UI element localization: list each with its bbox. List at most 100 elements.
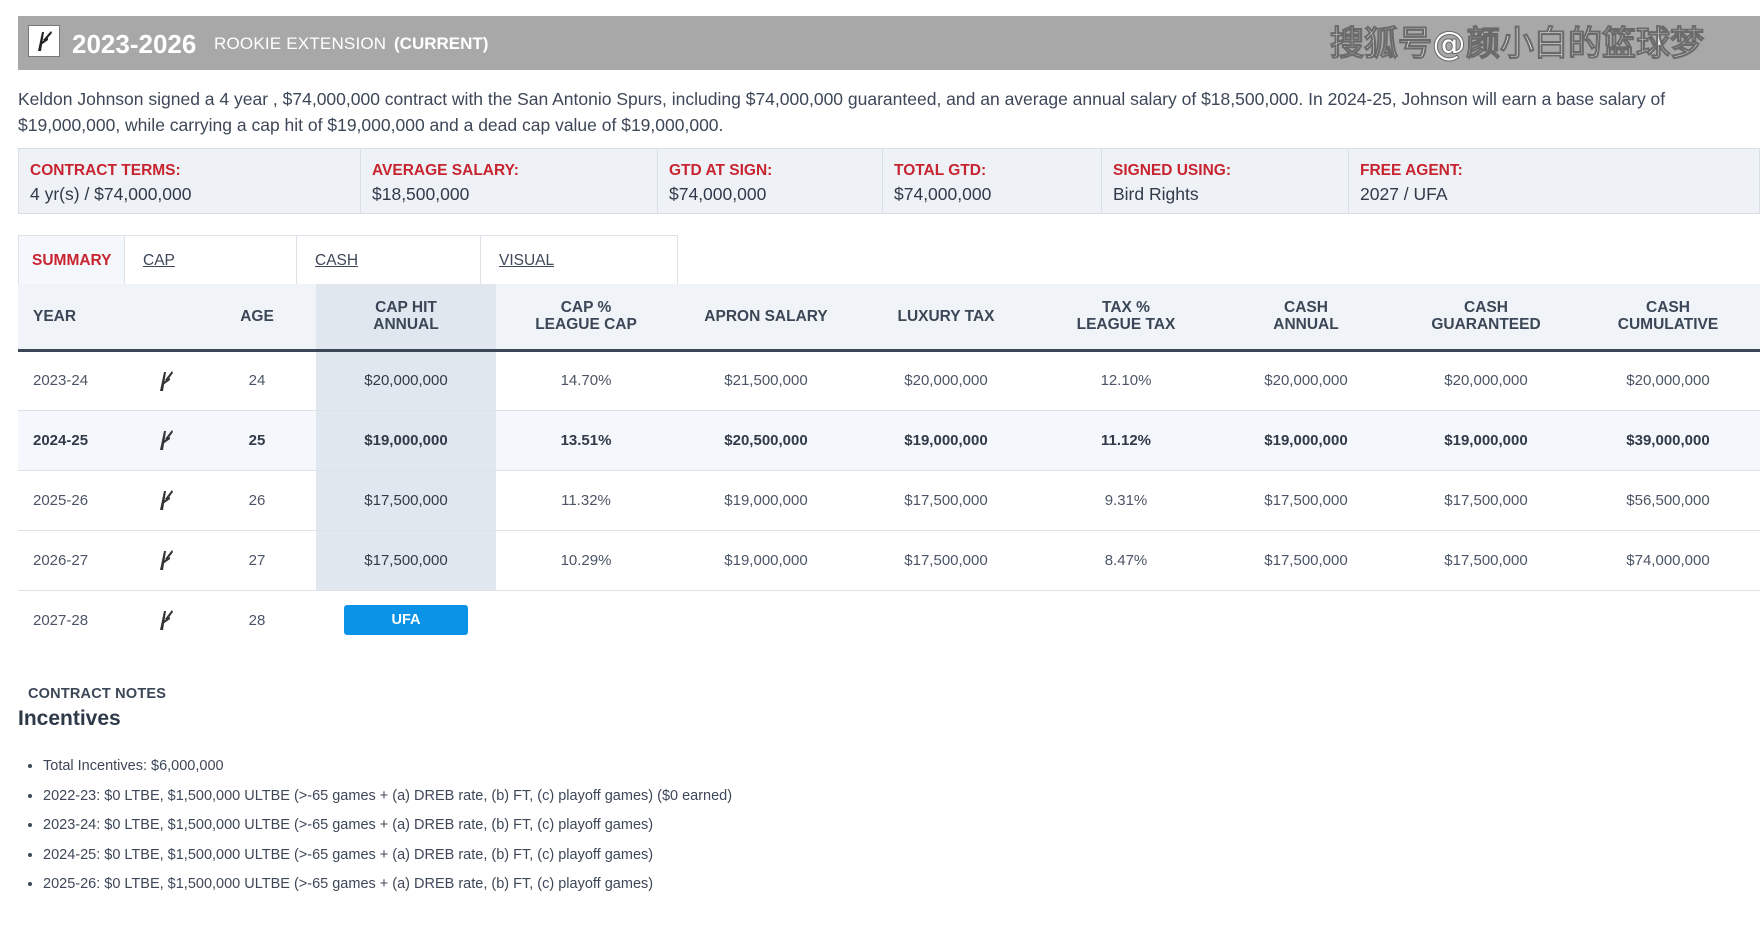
tab-cap-breakdown[interactable]: CAP BREAKDOWN: [125, 236, 297, 318]
cell-cap-hit: $20,000,000: [316, 350, 496, 411]
cell-apron-salary: $19,000,000: [676, 530, 856, 591]
col-cash-annual: CASH ANNUAL: [1216, 284, 1396, 352]
contract-status: (CURRENT): [394, 34, 489, 53]
col-age: AGE: [198, 284, 316, 352]
col-luxury-tax: LUXURY TAX: [856, 284, 1036, 352]
term-value: 2027 / UFA: [1360, 184, 1448, 204]
list-item: 2025-26: $0 LTBE, $1,500,000 ULTBE (>-65…: [43, 874, 732, 904]
table-row: 2023-24 24 $20,000,000 14.70% $21,500,00…: [18, 350, 1760, 411]
cell-cap-pct: 13.51%: [496, 410, 676, 471]
cell-age: 24: [198, 350, 316, 411]
contract-description: Keldon Johnson signed a 4 year , $74,000…: [18, 89, 1666, 135]
term-total-gtd: TOTAL GTD: $74,000,000: [883, 149, 1102, 213]
table-row-current: 2024-25 25 $19,000,000 13.51% $20,500,00…: [18, 410, 1760, 471]
cell-empty: [856, 590, 1036, 650]
term-label: GTD AT SIGN:: [669, 162, 773, 179]
cell-cap-pct: 14.70%: [496, 350, 676, 411]
term-gtd-at-sign: GTD AT SIGN: $74,000,000: [658, 149, 883, 213]
team-logo-icon: [134, 410, 198, 471]
cell-cash-guaranteed: $17,500,000: [1396, 470, 1576, 531]
cell-empty: [1576, 590, 1760, 650]
cell-age: 28: [198, 590, 316, 650]
col-cash-annual-line1: CASH: [1284, 299, 1328, 317]
cell-age: 25: [198, 410, 316, 471]
team-logo-icon: [134, 350, 198, 411]
cell-age: 27: [198, 530, 316, 591]
cell-cash-annual: $17,500,000: [1216, 530, 1396, 591]
col-year: YEAR: [18, 284, 134, 352]
col-tax-pct-line2: LEAGUE TAX: [1076, 316, 1176, 334]
term-signed-using: SIGNED USING: Bird Rights: [1102, 149, 1349, 213]
cell-tax-pct: 8.47%: [1036, 530, 1216, 591]
col-cap-hit-line1: CAP HIT: [375, 299, 437, 317]
cell-cash-guaranteed: $20,000,000: [1396, 350, 1576, 411]
table-row-free-agent: 2027-28 28 UFA: [18, 590, 1760, 650]
spurs-logo-icon: [28, 25, 60, 57]
term-free-agent: FREE AGENT: 2027 / UFA: [1349, 149, 1759, 213]
cell-year: 2027-28: [18, 590, 134, 650]
cell-empty: [496, 590, 676, 650]
cell-cash-cumulative: $74,000,000: [1576, 530, 1760, 591]
watermark: 搜狐号@颜小白的篮球梦: [1330, 24, 1705, 65]
col-cap-hit: CAP HIT ANNUAL: [316, 284, 496, 352]
cell-cap-hit: UFA: [316, 590, 496, 650]
table-row: 2026-27 27 $17,500,000 10.29% $19,000,00…: [18, 530, 1760, 591]
col-cap-pct-line2: LEAGUE CAP: [535, 316, 637, 334]
col-cap-pct: CAP % LEAGUE CAP: [496, 284, 676, 352]
col-tax-pct: TAX % LEAGUE TAX: [1036, 284, 1216, 352]
cell-cash-cumulative: $56,500,000: [1576, 470, 1760, 531]
cell-year: 2026-27: [18, 530, 134, 591]
col-tax-pct-line1: TAX %: [1102, 299, 1150, 317]
contract-summary-table: YEAR AGE CAP HIT ANNUAL CAP % LEAGUE CAP A…: [18, 284, 1760, 650]
col-cap-pct-line1: CAP %: [560, 299, 612, 317]
col-cash-annual-line2: ANNUAL: [1273, 316, 1339, 334]
col-apron-salary: APRON SALARY: [676, 284, 856, 352]
cell-cash-annual: $17,500,000: [1216, 470, 1396, 531]
term-value: 4 yr(s) / $74,000,000: [30, 184, 192, 204]
cell-empty: [1216, 590, 1396, 650]
team-logo-icon: [134, 530, 198, 591]
term-value: Bird Rights: [1113, 184, 1199, 204]
col-cap-hit-line2: ANNUAL: [373, 316, 439, 334]
cell-cash-cumulative: $39,000,000: [1576, 410, 1760, 471]
cell-apron-salary: $19,000,000: [676, 470, 856, 531]
cell-luxury-tax: $20,000,000: [856, 350, 1036, 411]
cell-cap-pct: 10.29%: [496, 530, 676, 591]
cell-luxury-tax: $17,500,000: [856, 470, 1036, 531]
col-cash-guaranteed-line2: GUARANTEED: [1431, 316, 1541, 334]
cell-cap-pct: 11.32%: [496, 470, 676, 531]
contract-years: 2023-2026: [72, 29, 197, 59]
list-item: 2024-25: $0 LTBE, $1,500,000 ULTBE (>-65…: [43, 845, 732, 875]
cell-empty: [676, 590, 856, 650]
col-cash-cumulative: CASH CUMULATIVE: [1576, 284, 1760, 352]
contract-notes-heading: CONTRACT NOTES: [28, 686, 167, 702]
cell-cash-annual: $19,000,000: [1216, 410, 1396, 471]
term-value: $74,000,000: [669, 184, 767, 204]
term-value: $18,500,000: [372, 184, 470, 204]
cell-luxury-tax: $17,500,000: [856, 530, 1036, 591]
cell-luxury-tax: $19,000,000: [856, 410, 1036, 471]
tab-cash-breakdown[interactable]: CASH BREAKDOWN: [297, 236, 481, 318]
cell-age: 26: [198, 470, 316, 531]
cell-tax-pct: 12.10%: [1036, 350, 1216, 411]
term-label: FREE AGENT:: [1360, 162, 1463, 179]
team-logo-icon: [134, 590, 198, 650]
cell-empty: [1036, 590, 1216, 650]
tab-visual-breakdown[interactable]: VISUAL BREAKDOWN: [499, 252, 601, 318]
cell-tax-pct: 9.31%: [1036, 470, 1216, 531]
breakdown-tabs: SUMMARY CAP BREAKDOWN CASH BREAKDOWN VIS…: [18, 235, 678, 318]
cell-apron-salary: $21,500,000: [676, 350, 856, 411]
cell-cap-hit: $19,000,000: [316, 410, 496, 471]
term-value: $74,000,000: [894, 184, 992, 204]
tab-summary[interactable]: SUMMARY: [19, 236, 125, 285]
incentives-list: Total Incentives: $6,000,000 2022-23: $0…: [43, 756, 732, 904]
col-cash-guaranteed: CASH GUARANTEED: [1396, 284, 1576, 352]
team-logo-icon: [134, 470, 198, 531]
cell-cash-annual: $20,000,000: [1216, 350, 1396, 411]
contract-type: ROOKIE EXTENSION: [214, 34, 387, 53]
cell-cap-hit: $17,500,000: [316, 470, 496, 531]
table-header-row: YEAR AGE CAP HIT ANNUAL CAP % LEAGUE CAP A…: [18, 284, 1760, 352]
cell-year: 2024-25: [18, 410, 134, 471]
cell-cash-guaranteed: $17,500,000: [1396, 530, 1576, 591]
cell-cash-cumulative: $20,000,000: [1576, 350, 1760, 411]
